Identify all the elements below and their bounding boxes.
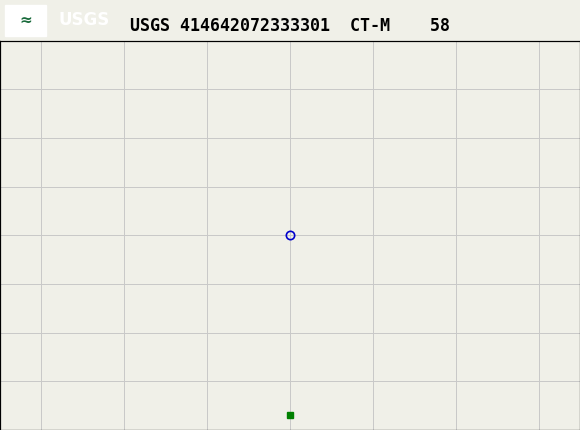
Title: USGS 414642072333301  CT-M    58: USGS 414642072333301 CT-M 58 — [130, 17, 450, 35]
Bar — [5, 5, 46, 36]
Text: ≈: ≈ — [19, 13, 32, 28]
Text: USGS: USGS — [58, 12, 109, 29]
